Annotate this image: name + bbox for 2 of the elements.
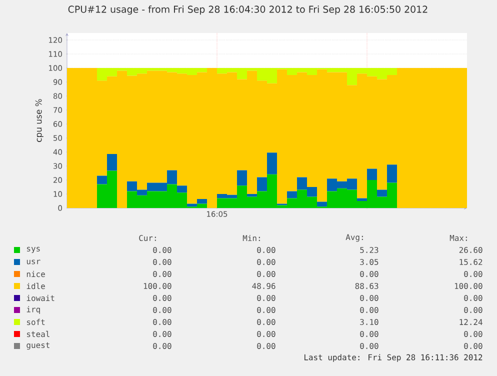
y-axis-title: cpu use % xyxy=(35,99,44,142)
chart-title: CPU#12 usage - from Fri Sep 28 16:04:30 2012 to Fri Sep 28 16:05:50 2012 xyxy=(68,6,428,15)
